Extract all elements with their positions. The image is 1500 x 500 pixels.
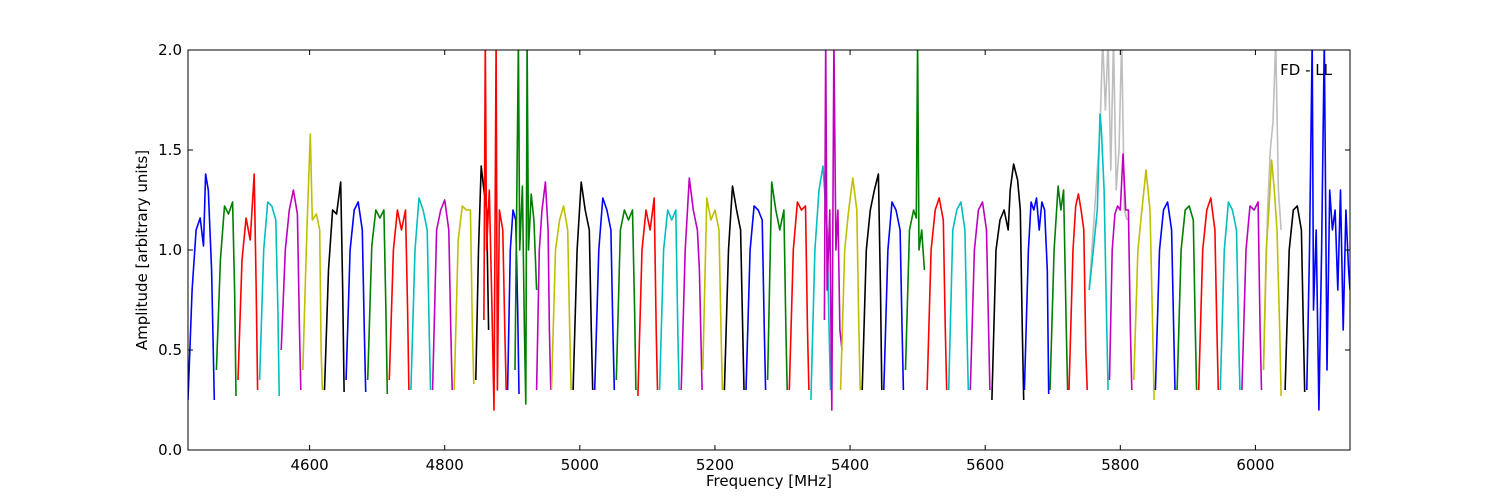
ticks-layer: 4600 4800 5000 5200 5400 5600 5800 6000 0.0 0.5 1.… [158,41,1350,474]
series-line-19 [572,181,594,391]
series-line-37 [947,201,970,391]
series-line-51 [1241,201,1263,391]
plot-frame [187,49,1351,451]
series-line-29 [788,201,810,391]
series-line-43 [1088,50,1128,291]
series-line-55 [1306,50,1350,411]
x-tick-label: 5000 [561,456,599,474]
series-line-9 [388,209,410,391]
series-line-32 [839,177,861,391]
series-line-31 [823,50,843,411]
series-line-49 [1197,197,1220,391]
series-line-10 [410,197,432,391]
series-line-7 [345,201,367,393]
series-line-16 [514,50,538,405]
series-line-28 [766,181,788,391]
series-line-6 [323,181,345,393]
y-tick-label: 1.0 [158,241,182,259]
series-line-48 [1176,205,1198,391]
x-axis-label: Frequency [MHz] [706,472,832,490]
series-line-30 [810,165,832,401]
series-layer [188,50,1350,411]
series-line-23 [658,209,680,391]
series-line-53 [1262,159,1282,397]
series-line-15 [506,209,520,395]
series-line-18 [550,205,572,391]
series-line-47 [1154,201,1176,391]
series-line-2 [237,173,259,391]
series-line-12 [453,205,475,391]
series-line-25 [702,197,724,391]
series-line-34 [883,201,905,391]
series-line-3 [258,201,280,397]
series-line-26 [723,185,745,391]
series-line-44 [1088,113,1109,391]
series-line-4 [280,189,302,391]
x-tick-label: 5600 [966,456,1004,474]
series-line-33 [861,173,883,391]
series-line-42 [1068,193,1088,391]
series-line-40 [1023,197,1050,395]
y-axis-label: Amplitude [arbitrary units] [133,150,151,350]
x-tick-label: 5400 [831,456,869,474]
series-line-8 [366,209,389,395]
series-line-27 [745,205,767,391]
y-tick-label: 1.5 [158,141,182,159]
y-tick-label: 0.0 [158,441,182,459]
series-line-17 [535,181,552,391]
x-tick-label: 4800 [426,456,464,474]
series-line-54 [1284,205,1306,393]
series-line-20 [593,197,616,391]
series-line-11 [431,199,453,391]
x-tick-label: 5800 [1101,456,1139,474]
x-tick-label: 6000 [1236,456,1274,474]
series-line-50 [1219,201,1241,391]
series-line-45 [1108,153,1133,391]
series-line-0 [188,173,216,401]
chart-annotation: FD - LL [1280,61,1332,79]
x-tick-label: 4600 [291,456,329,474]
series-line-52 [1262,50,1282,371]
series-line-38 [969,201,991,391]
x-tick-label: 5200 [696,456,734,474]
series-line-41 [1049,185,1069,391]
series-line-1 [215,201,237,397]
series-line-36 [926,197,948,391]
series-line-46 [1133,169,1155,401]
series-line-24 [680,177,703,391]
series-line-39 [991,163,1025,401]
series-line-22 [637,197,659,397]
series-line-21 [615,209,637,391]
y-tick-label: 2.0 [158,41,182,59]
series-line-14 [483,50,507,411]
series-line-35 [904,50,926,371]
series-line-5 [302,133,324,391]
y-tick-label: 0.5 [158,341,182,359]
